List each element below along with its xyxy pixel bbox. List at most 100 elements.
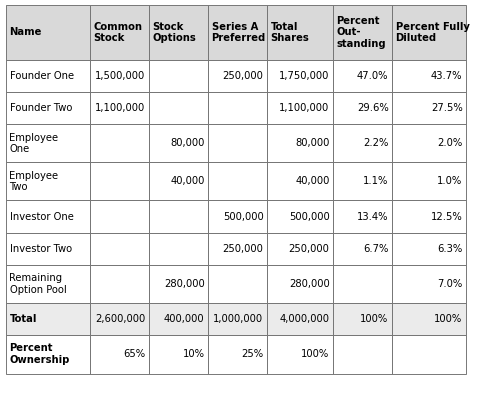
Bar: [333, 162, 392, 200]
Bar: [149, 60, 208, 92]
Bar: [392, 233, 466, 265]
Text: 250,000: 250,000: [222, 71, 264, 81]
Bar: [333, 162, 392, 200]
Bar: [267, 60, 333, 92]
Text: 2,600,000: 2,600,000: [96, 314, 146, 324]
Bar: [6, 233, 90, 265]
Bar: [333, 265, 392, 303]
Text: 80,000: 80,000: [170, 138, 204, 148]
Bar: [149, 233, 208, 265]
Bar: [208, 60, 267, 92]
Bar: [392, 303, 466, 335]
Bar: [149, 162, 208, 200]
Bar: [6, 265, 90, 303]
Bar: [208, 92, 267, 124]
Bar: [267, 265, 333, 303]
Bar: [149, 5, 208, 60]
Bar: [392, 303, 466, 335]
Bar: [6, 233, 90, 265]
Bar: [392, 124, 466, 162]
Bar: [333, 303, 392, 335]
Bar: [149, 335, 208, 374]
Bar: [90, 5, 149, 60]
Text: 25%: 25%: [242, 349, 264, 359]
Text: Percent
Out-
standing: Percent Out- standing: [336, 16, 386, 49]
Bar: [392, 124, 466, 162]
Bar: [333, 200, 392, 233]
Bar: [267, 92, 333, 124]
Text: 40,000: 40,000: [170, 176, 204, 186]
Bar: [6, 162, 90, 200]
Bar: [90, 124, 149, 162]
Text: 1,100,000: 1,100,000: [96, 103, 146, 113]
Bar: [149, 303, 208, 335]
Bar: [6, 92, 90, 124]
Bar: [333, 335, 392, 374]
Bar: [333, 265, 392, 303]
Bar: [149, 265, 208, 303]
Text: 250,000: 250,000: [222, 244, 264, 253]
Text: Name: Name: [10, 28, 42, 37]
Bar: [267, 124, 333, 162]
Bar: [6, 60, 90, 92]
Bar: [333, 124, 392, 162]
Bar: [6, 200, 90, 233]
Bar: [392, 265, 466, 303]
Text: 29.6%: 29.6%: [357, 103, 388, 113]
Text: 13.4%: 13.4%: [357, 212, 388, 221]
Text: Investor Two: Investor Two: [10, 244, 72, 253]
Bar: [392, 60, 466, 92]
Bar: [392, 233, 466, 265]
Bar: [90, 92, 149, 124]
Bar: [6, 200, 90, 233]
Text: 40,000: 40,000: [295, 176, 330, 186]
Bar: [392, 5, 466, 60]
Bar: [90, 200, 149, 233]
Bar: [208, 233, 267, 265]
Bar: [149, 124, 208, 162]
Text: 100%: 100%: [360, 314, 388, 324]
Bar: [208, 335, 267, 374]
Bar: [90, 335, 149, 374]
Bar: [267, 233, 333, 265]
Bar: [267, 335, 333, 374]
Bar: [90, 233, 149, 265]
Text: 6.7%: 6.7%: [363, 244, 388, 253]
Bar: [392, 162, 466, 200]
Bar: [392, 335, 466, 374]
Bar: [392, 200, 466, 233]
Bar: [208, 303, 267, 335]
Bar: [149, 233, 208, 265]
Bar: [267, 200, 333, 233]
Bar: [149, 162, 208, 200]
Bar: [90, 200, 149, 233]
Bar: [267, 124, 333, 162]
Bar: [208, 200, 267, 233]
Bar: [267, 92, 333, 124]
Bar: [90, 92, 149, 124]
Bar: [90, 303, 149, 335]
Bar: [392, 162, 466, 200]
Text: 1,500,000: 1,500,000: [96, 71, 146, 81]
Bar: [149, 200, 208, 233]
Text: 1.1%: 1.1%: [363, 176, 388, 186]
Bar: [90, 303, 149, 335]
Bar: [208, 5, 267, 60]
Bar: [208, 124, 267, 162]
Bar: [6, 303, 90, 335]
Bar: [333, 60, 392, 92]
Text: Total: Total: [10, 314, 37, 324]
Bar: [149, 303, 208, 335]
Bar: [267, 5, 333, 60]
Bar: [392, 265, 466, 303]
Bar: [90, 265, 149, 303]
Text: 500,000: 500,000: [223, 212, 264, 221]
Bar: [149, 92, 208, 124]
Bar: [6, 265, 90, 303]
Text: 500,000: 500,000: [289, 212, 330, 221]
Bar: [392, 200, 466, 233]
Bar: [333, 92, 392, 124]
Text: Percent
Ownership: Percent Ownership: [10, 344, 70, 365]
Text: Total
Shares: Total Shares: [270, 22, 309, 43]
Text: 10%: 10%: [182, 349, 204, 359]
